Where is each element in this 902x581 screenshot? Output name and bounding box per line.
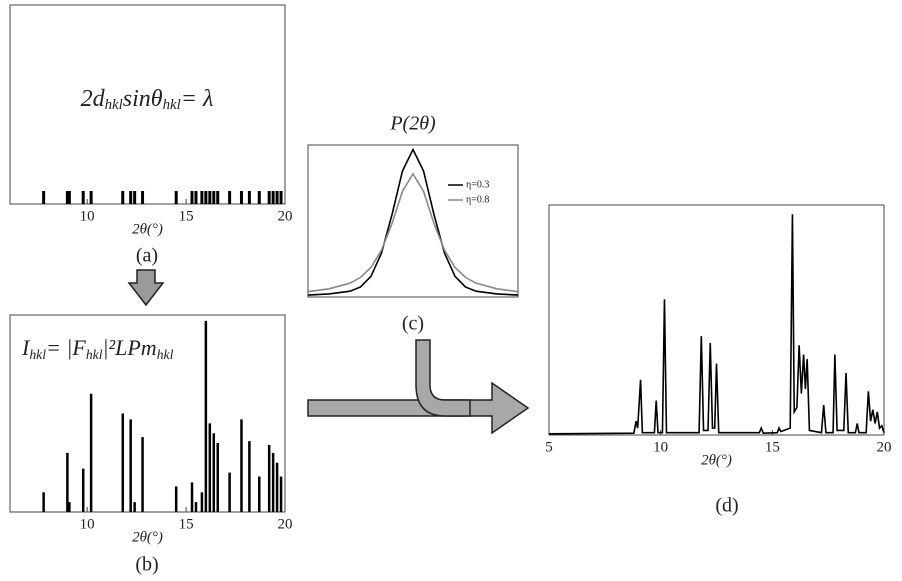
plot-frame <box>548 204 885 436</box>
plot-frame <box>9 4 286 205</box>
equation: 2dhklsinθhkl= λ <box>81 86 214 114</box>
x-tick-label: 10 <box>80 516 95 532</box>
line-series <box>307 147 519 296</box>
panel-label: (a) <box>136 245 158 267</box>
x-axis-label: 2θ(°) <box>132 529 163 545</box>
chart-title: P(2θ) <box>389 113 436 135</box>
equation-part: hkl <box>157 347 174 362</box>
x-tick-label: 15 <box>179 516 194 532</box>
curved-arrow <box>415 339 471 417</box>
x-axis-label: 2θ(°) <box>701 452 732 468</box>
x-tick-label: 10 <box>80 208 95 224</box>
legend-label: η=0.3 <box>466 179 489 190</box>
equation-part: 2d <box>81 86 106 112</box>
equation-part: hkl <box>29 347 46 362</box>
panel-label: (b) <box>135 554 158 576</box>
x-tick-label: 15 <box>179 208 194 224</box>
right-arrow <box>307 381 530 435</box>
equation-part: |²LPm <box>102 335 156 360</box>
plot-frame <box>307 144 519 298</box>
equation-part: = λ <box>181 86 214 112</box>
legend-label: η=0.8 <box>466 194 489 205</box>
down-arrow <box>127 269 165 307</box>
x-tick-label: 5 <box>545 439 553 455</box>
equation-part: hkl <box>163 97 181 113</box>
equation-part: hkl <box>86 347 103 362</box>
panel-label: (c) <box>402 313 424 335</box>
equation-part: = |F <box>46 335 86 360</box>
equation-part: hkl <box>105 97 123 113</box>
x-tick-label: 20 <box>877 439 892 455</box>
x-tick-label: 20 <box>278 516 293 532</box>
line-series <box>307 172 519 293</box>
equation: Ihkl= |Fhkl|²LPmhkl <box>21 335 174 362</box>
x-axis-label: 2θ(°) <box>132 221 163 237</box>
x-tick-label: 15 <box>765 439 780 455</box>
equation-part: sinθ <box>123 86 163 112</box>
line-series <box>548 214 885 435</box>
panel-label: (d) <box>715 495 738 517</box>
plot-frame <box>9 314 286 513</box>
equation-part: I <box>21 335 31 360</box>
x-tick-label: 20 <box>278 208 293 224</box>
x-tick-label: 10 <box>653 439 668 455</box>
